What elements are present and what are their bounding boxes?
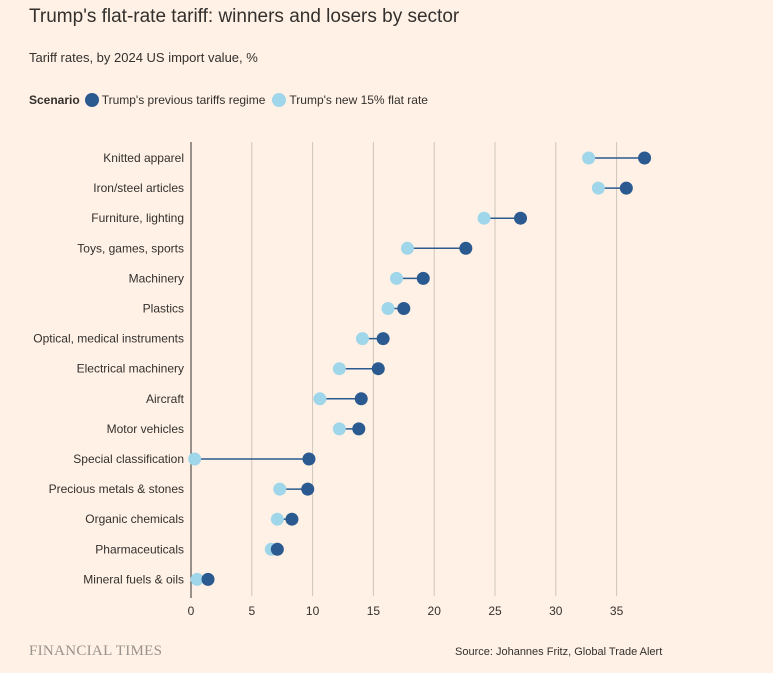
point-previous-electrical-machinery — [371, 362, 385, 376]
x-tick-label-30: 30 — [549, 604, 563, 618]
legend-item-previous: Trump's previous tariffs regime — [84, 93, 266, 107]
point-previous-pharmaceuticals — [270, 542, 284, 556]
point-previous-special-classification — [302, 452, 316, 466]
point-previous-furniture-lighting — [514, 211, 528, 225]
category-label-aircraft: Aircraft — [146, 392, 185, 406]
point-flat-organic-chemicals — [270, 512, 284, 526]
x-tick-label-25: 25 — [488, 604, 502, 618]
category-label-machinery: Machinery — [129, 271, 184, 285]
point-previous-organic-chemicals — [285, 512, 299, 526]
point-previous-iron-steel-articles — [619, 181, 633, 195]
point-previous-optical-medical-instruments — [376, 332, 390, 346]
point-previous-precious-metals-stones — [301, 482, 315, 496]
point-flat-furniture-lighting — [477, 211, 491, 225]
point-previous-aircraft — [354, 392, 368, 406]
category-label-iron-steel-articles: Iron/steel articles — [93, 181, 184, 195]
category-label-organic-chemicals: Organic chemicals — [85, 512, 184, 526]
point-flat-mineral-fuels-oils — [190, 572, 204, 586]
legend-title: Scenario — [29, 93, 80, 107]
x-tick-label-20: 20 — [428, 604, 442, 618]
x-tick-label-35: 35 — [610, 604, 624, 618]
category-label-optical-medical-instruments: Optical, medical instruments — [33, 332, 184, 346]
legend: Scenario Trump's previous tariffs regime… — [29, 93, 435, 107]
legend-label-flat: Trump's new 15% flat rate — [289, 93, 428, 107]
point-previous-mineral-fuels-oils — [201, 572, 215, 586]
point-flat-aircraft — [313, 392, 327, 406]
point-flat-knitted-apparel — [582, 151, 596, 165]
x-tick-label-15: 15 — [367, 604, 381, 618]
category-label-mineral-fuels-oils: Mineral fuels & oils — [83, 572, 184, 586]
source-note: Source: Johannes Fritz, Global Trade Ale… — [455, 646, 663, 658]
point-flat-optical-medical-instruments — [355, 332, 369, 346]
legend-label-previous: Trump's previous tariffs regime — [101, 93, 266, 107]
category-label-knitted-apparel: Knitted apparel — [103, 151, 184, 165]
x-tick-label-0: 0 — [188, 604, 195, 618]
category-label-furniture-lighting: Furniture, lighting — [91, 211, 184, 225]
point-flat-iron-steel-articles — [591, 181, 605, 195]
brand-logo: FINANCIAL TIMES — [29, 643, 163, 659]
category-label-electrical-machinery: Electrical machinery — [77, 362, 184, 376]
point-previous-toys-games-sports — [459, 241, 473, 255]
point-flat-special-classification — [188, 452, 202, 466]
legend-swatch-previous — [84, 93, 99, 107]
point-flat-precious-metals-stones — [273, 482, 287, 496]
point-previous-motor-vehicles — [352, 422, 366, 436]
point-flat-motor-vehicles — [332, 422, 346, 436]
point-flat-machinery — [390, 271, 404, 285]
category-label-special-classification: Special classification — [73, 452, 184, 466]
chart-title: Trump's flat-rate tariff: winners and lo… — [29, 6, 460, 27]
x-tick-label-5: 5 — [248, 604, 255, 618]
category-label-plastics: Plastics — [143, 302, 184, 316]
category-label-motor-vehicles: Motor vehicles — [107, 422, 184, 436]
category-label-precious-metals-stones: Precious metals & stones — [49, 482, 184, 496]
chart-subtitle: Tariff rates, by 2024 US import value, % — [29, 50, 258, 65]
point-flat-toys-games-sports — [400, 241, 414, 255]
point-previous-knitted-apparel — [638, 151, 652, 165]
point-previous-plastics — [397, 302, 411, 315]
legend-swatch-flat — [272, 93, 287, 107]
category-label-toys-games-sports: Toys, games, sports — [77, 241, 184, 255]
point-previous-machinery — [416, 271, 430, 285]
point-flat-electrical-machinery — [332, 362, 346, 376]
point-flat-plastics — [381, 302, 395, 315]
dumbbell-chart: 0 5 10 15 20 25 30 35 Knitted apparel Iron/steel … — [33, 142, 652, 618]
category-label-pharmaceuticals: Pharmaceuticals — [95, 542, 184, 556]
x-tick-label-10: 10 — [306, 604, 320, 618]
legend-item-flat: Trump's new 15% flat rate — [272, 93, 428, 107]
